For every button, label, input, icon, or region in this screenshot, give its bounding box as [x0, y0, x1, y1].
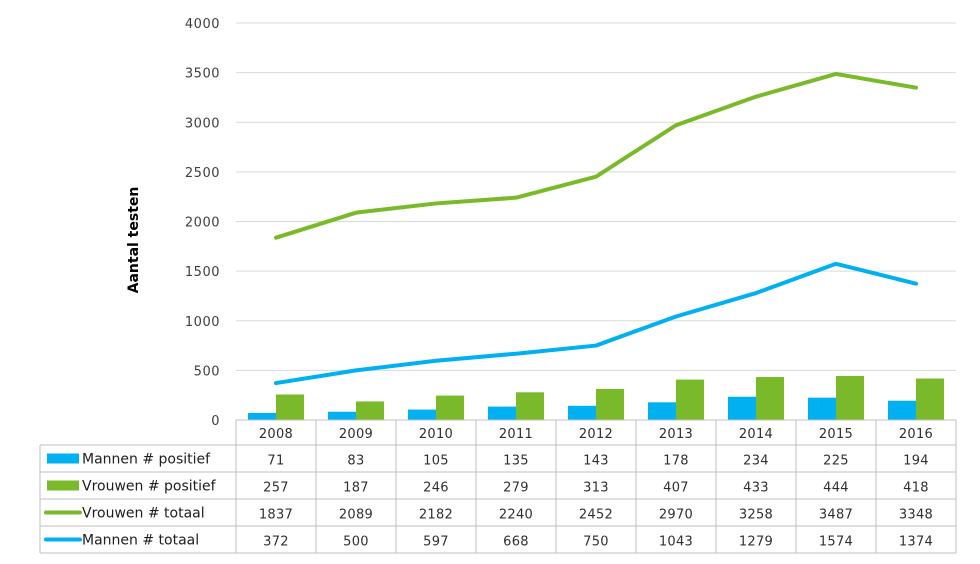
data-label: 418 — [903, 481, 929, 496]
bar — [488, 406, 516, 420]
data-label: 246 — [423, 481, 449, 496]
data-label: 71 — [267, 454, 284, 469]
x-category-label: 2015 — [819, 427, 853, 442]
data-label: 279 — [503, 481, 529, 496]
data-label: 372 — [263, 535, 289, 550]
bar — [568, 405, 596, 420]
data-label: 2182 — [419, 508, 453, 523]
y-tick-label: 500 — [194, 364, 220, 379]
legend-swatch — [47, 453, 79, 464]
data-label: 2452 — [579, 508, 613, 523]
data-label: 500 — [343, 535, 369, 550]
bar — [676, 379, 704, 420]
lines — [274, 71, 918, 386]
data-label: 3487 — [819, 508, 853, 523]
legend-label: Mannen # positief — [82, 452, 211, 468]
data-label: 750 — [583, 535, 609, 550]
series-line — [274, 261, 918, 386]
x-category-label: 2011 — [499, 427, 533, 442]
x-category-label: 2014 — [739, 427, 773, 442]
bar — [596, 388, 624, 420]
x-category-label: 2012 — [579, 427, 613, 442]
data-label: 597 — [423, 535, 449, 550]
bar — [276, 394, 304, 420]
bar — [836, 375, 864, 420]
legend-label: Mannen # totaal — [82, 533, 199, 549]
data-label: 135 — [503, 454, 529, 469]
data-label: 187 — [343, 481, 369, 496]
data-label: 257 — [263, 481, 289, 496]
data-label: 2970 — [659, 508, 693, 523]
gridlines — [236, 22, 956, 371]
data-label: 313 — [583, 481, 609, 496]
data-label: 1043 — [659, 535, 693, 550]
y-tick-label: 1000 — [185, 315, 220, 330]
x-category-label: 2009 — [339, 427, 373, 442]
data-label: 83 — [347, 454, 364, 469]
bar — [408, 409, 436, 420]
y-tick-label: 3500 — [185, 67, 220, 82]
bar — [888, 400, 916, 420]
bar — [248, 412, 276, 420]
data-label: 407 — [663, 481, 689, 496]
bar — [728, 396, 756, 420]
data-label: 2089 — [339, 508, 373, 523]
x-category-label: 2013 — [659, 427, 693, 442]
data-label: 194 — [903, 454, 929, 469]
y-tick-label: 2500 — [185, 166, 220, 181]
bar — [516, 392, 544, 420]
data-label: 433 — [743, 481, 769, 496]
y-axis-tick-labels: 0 500 1000 1500 2000 2500 3000 3500 4000 — [185, 17, 220, 429]
legend-swatch — [47, 480, 79, 491]
bar — [648, 402, 676, 420]
data-label: 444 — [823, 481, 849, 496]
data-label: 143 — [583, 454, 609, 469]
data-label: 225 — [823, 454, 849, 469]
data-label: 1279 — [739, 535, 773, 550]
data-label: 234 — [743, 454, 769, 469]
bar — [916, 378, 944, 420]
x-category-label: 2010 — [419, 427, 453, 442]
data-label: 1374 — [899, 535, 933, 550]
data-label: 668 — [503, 535, 529, 550]
data-label: 3348 — [899, 508, 933, 523]
data-label: 2240 — [499, 508, 533, 523]
legend-label: Vrouwen # positief — [82, 479, 217, 495]
data-table: 2008 2009 2010 2011 2012 2013 2014 2015 2016 Mann… — [39, 419, 957, 554]
bar — [808, 397, 836, 420]
bars — [248, 375, 944, 420]
legend-label: Vrouwen # totaal — [82, 506, 205, 522]
y-tick-label: 3000 — [185, 116, 220, 131]
x-category-label: 2016 — [899, 427, 933, 442]
y-tick-label: 2000 — [185, 216, 220, 231]
y-axis-label: Aantal testen — [126, 187, 142, 294]
bar — [328, 411, 356, 420]
bar — [436, 395, 464, 420]
y-tick-label: 0 — [211, 414, 220, 429]
bar — [356, 401, 384, 420]
bar — [756, 377, 784, 420]
series-line — [274, 71, 918, 240]
data-label: 105 — [423, 454, 449, 469]
data-label: 3258 — [739, 508, 773, 523]
y-tick-label: 4000 — [185, 17, 220, 32]
data-label: 1574 — [819, 535, 853, 550]
data-label: 1837 — [259, 508, 293, 523]
data-label: 178 — [663, 454, 689, 469]
y-tick-label: 1500 — [185, 265, 220, 280]
x-category-label: 2008 — [259, 427, 293, 442]
